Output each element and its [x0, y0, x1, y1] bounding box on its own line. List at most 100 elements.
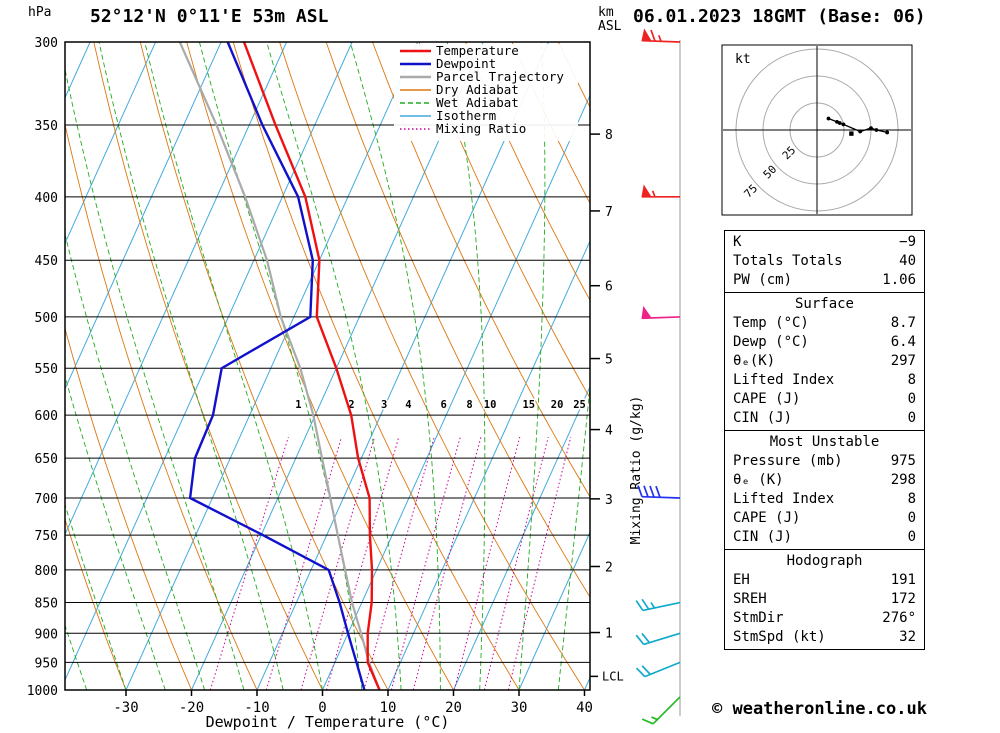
stat-row: SREH 172 — [725, 590, 924, 609]
stat-row: CIN (J) 0 — [725, 528, 924, 547]
pressure-axis-labels: hPa 300 350 400 450 500 550 600 650 700 750 800 850 9… — [27, 5, 58, 699]
stat-row: CAPE (J) 0 — [725, 509, 924, 528]
svg-text:600: 600 — [35, 409, 58, 424]
svg-text:400: 400 — [35, 191, 58, 206]
stat-value: 0 — [907, 391, 916, 407]
stat-label: CAPE (J) — [733, 510, 801, 526]
svg-text:800: 800 — [35, 564, 58, 579]
svg-text:10: 10 — [484, 399, 497, 411]
svg-text:450: 450 — [35, 254, 58, 269]
stat-label: StmSpd (kt) — [733, 629, 826, 645]
stat-row: PW (cm) 1.06 — [725, 271, 924, 290]
stat-label: StmDir — [733, 610, 784, 626]
plot-border — [64, 41, 591, 691]
svg-text:8: 8 — [466, 399, 472, 411]
stat-label: SREH — [733, 591, 767, 607]
svg-text:750: 750 — [35, 529, 58, 544]
svg-text:350: 350 — [35, 119, 58, 134]
stat-label: Pressure (mb) — [733, 453, 843, 469]
legend-label: Isotherm — [436, 108, 496, 123]
svg-text:-30: -30 — [113, 700, 138, 716]
legend-label: Dry Adiabat — [436, 82, 519, 97]
stat-value: 0 — [907, 510, 916, 526]
stat-section-header: Hodograph — [786, 553, 863, 569]
svg-text:550: 550 — [35, 362, 58, 377]
temperature-curve — [242, 42, 381, 690]
legend-label: Parcel Trajectory — [436, 69, 564, 84]
stat-value: 191 — [890, 572, 916, 588]
svg-text:1000: 1000 — [27, 684, 58, 699]
svg-text:Dewpoint / Temperature (°C): Dewpoint / Temperature (°C) — [206, 713, 450, 731]
stat-label: θₑ (K) — [733, 472, 784, 488]
stat-value: 6.4 — [890, 334, 916, 350]
stat-row: Pressure (mb) 975 — [725, 452, 924, 471]
stat-row: Totals Totals 40 — [725, 252, 924, 271]
mixing-ratio-lines — [209, 436, 572, 690]
stat-row: Temp (°C) 8.7 — [725, 314, 924, 333]
stat-value: 298 — [890, 472, 916, 488]
stat-label: Lifted Index — [733, 491, 835, 507]
wind-barb — [635, 661, 681, 678]
stat-row: StmDir 276° — [725, 609, 924, 628]
temperature-axis-labels: -30 -20 -10 0 10 20 30 40 Dewpoint / Temperature… — [113, 690, 593, 731]
stat-label: PW (cm) — [733, 272, 793, 288]
stat-value: −9 — [899, 234, 916, 250]
stat-row: Lifted Index 8 — [725, 371, 924, 390]
datetime-title: 06.01.2023 18GMT (Base: 06) — [633, 6, 926, 27]
stat-value: 975 — [890, 453, 916, 469]
stat-row: θₑ (K) 298 — [725, 471, 924, 490]
stat-value: 40 — [899, 253, 916, 269]
isotherm-lines — [65, 42, 590, 690]
stats-section: Most Unstable Pressure (mb) 975 θₑ (K) 298 Li… — [724, 430, 925, 550]
legend-label: Wet Adiabat — [436, 95, 519, 110]
stat-section-header: Surface — [794, 296, 854, 312]
svg-text:-20: -20 — [179, 700, 204, 716]
footer-credit: © weatheronline.co.uk — [712, 699, 927, 719]
svg-text:km: km — [598, 5, 614, 20]
wind-barb — [641, 305, 681, 320]
stat-value: 0 — [907, 529, 916, 545]
wind-barb — [635, 632, 681, 646]
svg-text:500: 500 — [35, 311, 58, 326]
stat-value: 172 — [890, 591, 916, 607]
stat-row: EH 191 — [725, 571, 924, 590]
svg-text:300: 300 — [35, 36, 58, 51]
stat-label: Totals Totals — [733, 253, 843, 269]
svg-text:6: 6 — [440, 399, 446, 411]
svg-text:hPa: hPa — [28, 5, 51, 20]
svg-text:3: 3 — [605, 493, 613, 508]
stat-row: Lifted Index 8 — [725, 490, 924, 509]
svg-text:650: 650 — [35, 452, 58, 467]
stats-panel: K −9 Totals Totals 40 PW (cm) 1.06 Surface Temp… — [724, 230, 925, 650]
stat-value: 8 — [907, 372, 916, 388]
svg-text:0: 0 — [318, 700, 326, 716]
svg-text:4: 4 — [605, 424, 613, 439]
svg-text:2: 2 — [348, 399, 354, 411]
legend-label: Mixing Ratio — [436, 121, 526, 136]
svg-text:4: 4 — [405, 399, 411, 411]
stat-label: θₑ(K) — [733, 353, 776, 369]
stats-section: K −9 Totals Totals 40 PW (cm) 1.06 — [724, 230, 925, 293]
svg-text:25: 25 — [573, 399, 586, 411]
stat-label: Dewp (°C) — [733, 334, 809, 350]
stat-label: Lifted Index — [733, 372, 835, 388]
wind-barb — [637, 485, 681, 499]
parcel-trajectory-curve — [178, 42, 381, 690]
svg-text:950: 950 — [35, 656, 58, 671]
svg-text:1: 1 — [605, 627, 613, 642]
svg-text:20: 20 — [551, 399, 564, 411]
svg-text:20: 20 — [445, 700, 462, 716]
stat-label: CAPE (J) — [733, 391, 801, 407]
stat-row: Dewp (°C) 6.4 — [725, 333, 924, 352]
stat-value: 0 — [907, 410, 916, 426]
stat-label: K — [733, 234, 742, 250]
stat-value: 1.06 — [882, 272, 916, 288]
stat-label: Temp (°C) — [733, 315, 809, 331]
svg-text:8: 8 — [605, 128, 613, 143]
svg-text:1: 1 — [295, 399, 301, 411]
wind-barb-column — [635, 28, 681, 725]
wind-barb — [635, 598, 681, 612]
stat-row: CIN (J) 0 — [725, 409, 924, 428]
legend-label: Dewpoint — [436, 56, 496, 71]
